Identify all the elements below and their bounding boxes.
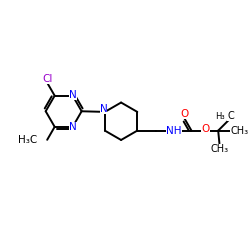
Text: O: O bbox=[180, 109, 188, 119]
Text: N: N bbox=[100, 104, 108, 115]
Text: H₃C: H₃C bbox=[18, 135, 38, 145]
Text: N: N bbox=[69, 90, 77, 101]
Text: H₃: H₃ bbox=[215, 112, 225, 121]
Text: CH₃: CH₃ bbox=[211, 144, 229, 154]
Text: NH: NH bbox=[166, 126, 182, 136]
Text: CH₃: CH₃ bbox=[230, 126, 248, 136]
Text: N: N bbox=[69, 122, 77, 132]
Text: O: O bbox=[201, 124, 209, 134]
Text: C: C bbox=[227, 111, 234, 121]
Text: Cl: Cl bbox=[42, 74, 52, 84]
